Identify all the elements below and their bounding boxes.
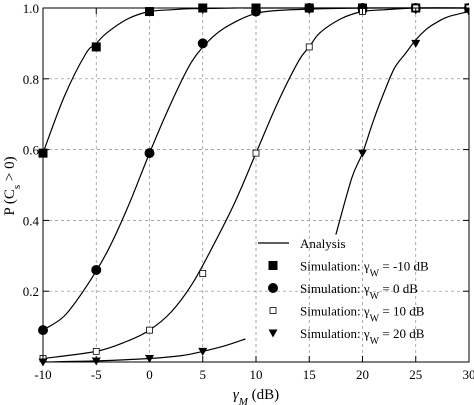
x-axis-label: γM (dB) (233, 387, 279, 405)
data-point-s3 (252, 149, 260, 157)
data-point-s2 (91, 264, 102, 275)
data-point-s4 (411, 39, 421, 48)
data-point-s3 (92, 347, 100, 355)
x-tick-label: -5 (91, 367, 102, 382)
y-tick-label: 1.0 (23, 1, 39, 16)
legend-label-4: Simulation: γW = 20 dB (300, 326, 425, 347)
legend-label-analysis: Analysis (300, 236, 346, 251)
axis-ticks: -10 -5 0 5 10 15 20 25 30 0.2 0.4 0.6 0.8 1.0 (23, 1, 474, 382)
legend-label-1: Simulation: γW = -10 dB (300, 259, 429, 280)
axis-labels: γM (dB) P (Cs > 0) (2, 156, 279, 405)
x-tick-label: 20 (356, 367, 369, 382)
legend-marker-1 (268, 261, 278, 270)
y-tick-label: 0.2 (23, 284, 39, 299)
y-tick-label: 0.6 (23, 143, 40, 158)
x-tick-label: 10 (250, 367, 263, 382)
data-point-s4 (358, 149, 367, 158)
data-point-s4 (464, 8, 469, 17)
data-point-s2 (144, 148, 155, 159)
gridlines (43, 8, 469, 362)
data-point-s1 (91, 42, 101, 52)
x-tick-label: 5 (200, 367, 207, 382)
x-tick-label: 30 (463, 367, 474, 382)
legend-marker-4 (268, 329, 278, 338)
y-axis-label: P (Cs > 0) (2, 156, 23, 215)
x-tick-label: 15 (303, 367, 316, 382)
y-tick-label: 0.8 (23, 72, 39, 87)
data-point-s4 (198, 347, 208, 356)
legend-marker-2 (268, 283, 278, 293)
data-point-s3 (305, 43, 313, 51)
x-tick-label: -10 (34, 367, 51, 382)
y-tick-label: 0.4 (23, 213, 40, 228)
data-point-s3 (146, 326, 153, 334)
x-tick-label: 0 (146, 367, 153, 382)
x-tick-label: 25 (409, 367, 422, 382)
data-point-s3 (199, 270, 207, 277)
data-point-s2 (197, 38, 208, 49)
legend-marker-3 (269, 307, 277, 314)
legend-label-2: Simulation: γW = 0 dB (300, 281, 418, 302)
legend-label-3: Simulation: γW = 10 dB (300, 304, 425, 325)
